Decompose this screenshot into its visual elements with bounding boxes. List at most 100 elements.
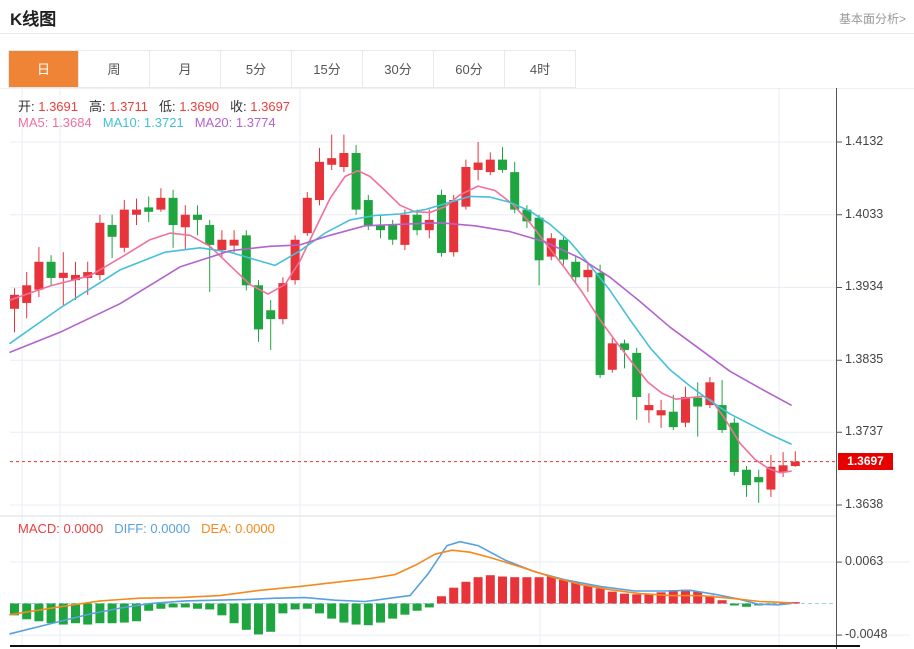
page-title: K线图 xyxy=(10,10,57,29)
ohlc-legend: 开: 1.3691 高: 1.3711 低: 1.3690 收: 1.3697 xyxy=(18,96,301,115)
candle-body xyxy=(644,405,654,411)
candle-body xyxy=(485,159,495,173)
price-axis-label: 1.3737 xyxy=(845,424,884,439)
macd-bar xyxy=(302,603,312,609)
tab-60分[interactable]: 60分 xyxy=(434,50,505,88)
candle-body xyxy=(424,219,434,231)
macd-bar xyxy=(424,603,434,608)
legend-item: MA10: 1.3721 xyxy=(102,115,184,130)
candle-body xyxy=(729,422,739,472)
macd-bar xyxy=(534,577,544,604)
macd-bar xyxy=(241,603,251,630)
macd-bar xyxy=(95,603,105,624)
dea-line xyxy=(9,549,792,616)
macd-bar xyxy=(656,592,666,604)
current-price-tag: 1.3697 xyxy=(838,453,893,470)
macd-bar xyxy=(10,603,19,616)
macd-bar xyxy=(388,603,398,619)
tab-5分[interactable]: 5分 xyxy=(221,50,292,88)
macd-bar xyxy=(119,603,129,623)
candle-body xyxy=(522,209,532,222)
ma20-line xyxy=(9,222,792,406)
macd-bar xyxy=(461,581,471,604)
macd-bar xyxy=(583,585,593,604)
candle-body xyxy=(388,225,398,240)
tab-周[interactable]: 周 xyxy=(79,50,150,88)
legend-item: 开: 1.3691 xyxy=(18,99,78,114)
macd-bar xyxy=(412,603,422,611)
macd-bar xyxy=(34,603,44,622)
header-divider xyxy=(0,33,914,34)
candle-body xyxy=(376,225,385,231)
macd-bar xyxy=(144,603,154,611)
candle-body xyxy=(339,153,349,167)
tab-月[interactable]: 月 xyxy=(150,50,221,88)
candle-body xyxy=(473,162,483,170)
candle-body xyxy=(693,397,703,407)
candle-body xyxy=(510,172,520,210)
macd-bar xyxy=(266,603,276,632)
macd-bar xyxy=(571,582,581,604)
candle-body xyxy=(266,310,276,320)
candle-body xyxy=(278,283,288,320)
candle-body xyxy=(46,261,56,278)
macd-bar xyxy=(132,603,141,622)
legend-item: MA5: 1.3684 xyxy=(18,115,92,130)
price-axis-label: 1.3835 xyxy=(845,352,884,367)
legend-item: DEA: 0.0000 xyxy=(201,521,275,536)
candle-body xyxy=(778,465,788,472)
macd-bar xyxy=(595,588,605,604)
kline-chart-canvas[interactable] xyxy=(0,88,914,649)
candle-body xyxy=(498,159,507,170)
macd-bar xyxy=(607,591,617,604)
legend-item: 收: 1.3697 xyxy=(230,99,291,114)
macd-bar xyxy=(473,577,483,604)
candle-body xyxy=(180,214,190,228)
macd-bar xyxy=(546,576,556,604)
legend-item: DIFF: 0.0000 xyxy=(114,521,191,536)
period-tabbar: 日周月 5分 15分 30分 60分 4时 xyxy=(8,50,576,88)
price-axis-label: 1.4132 xyxy=(845,134,884,148)
tab-30分[interactable]: 30分 xyxy=(363,50,434,88)
macd-bar xyxy=(339,603,349,623)
candle-body xyxy=(607,343,617,370)
macd-bar xyxy=(278,603,288,614)
macd-bar xyxy=(644,593,654,604)
macd-bar xyxy=(217,603,227,616)
macd-bar xyxy=(498,576,507,604)
macd-bar xyxy=(400,603,410,615)
macd-legend: MACD: 0.0000 DIFF: 0.0000 DEA: 0.0000 xyxy=(18,521,286,536)
diff-line xyxy=(9,540,792,635)
candle-body xyxy=(742,469,751,486)
candle-body xyxy=(217,239,227,251)
macd-bar xyxy=(71,603,80,624)
candle-body xyxy=(254,285,263,330)
macd-bar xyxy=(437,596,446,604)
ma-legend: MA5: 1.3684 MA10: 1.3721 MA20: 1.3774 xyxy=(18,115,287,130)
macd-axis-label: 0.0063 xyxy=(845,554,884,569)
candle-body xyxy=(632,352,642,397)
candle-body xyxy=(595,272,605,375)
legend-item: 低: 1.3690 xyxy=(159,99,220,114)
candle-body xyxy=(351,153,361,210)
candle-body xyxy=(461,166,471,207)
candle-body xyxy=(34,261,44,290)
tab-日[interactable]: 日 xyxy=(8,50,79,88)
price-axis-label: 1.3638 xyxy=(845,497,884,511)
tab-15分[interactable]: 15分 xyxy=(292,50,363,88)
candle-body xyxy=(717,405,727,431)
tab-4时[interactable]: 4时 xyxy=(505,50,576,88)
fundamental-analysis-link[interactable]: 基本面分析> xyxy=(838,12,906,26)
macd-bar xyxy=(46,603,56,624)
candle-body xyxy=(71,275,80,281)
candle-body xyxy=(668,411,678,428)
candle-body xyxy=(412,214,422,231)
candle-body xyxy=(83,272,93,278)
macd-bar xyxy=(485,575,495,604)
legend-item: 高: 1.3711 xyxy=(89,99,149,114)
macd-bar xyxy=(156,603,166,609)
macd-bar xyxy=(205,603,215,610)
candle-body xyxy=(315,161,324,201)
candle-body xyxy=(95,222,105,276)
candle-body xyxy=(546,238,556,257)
